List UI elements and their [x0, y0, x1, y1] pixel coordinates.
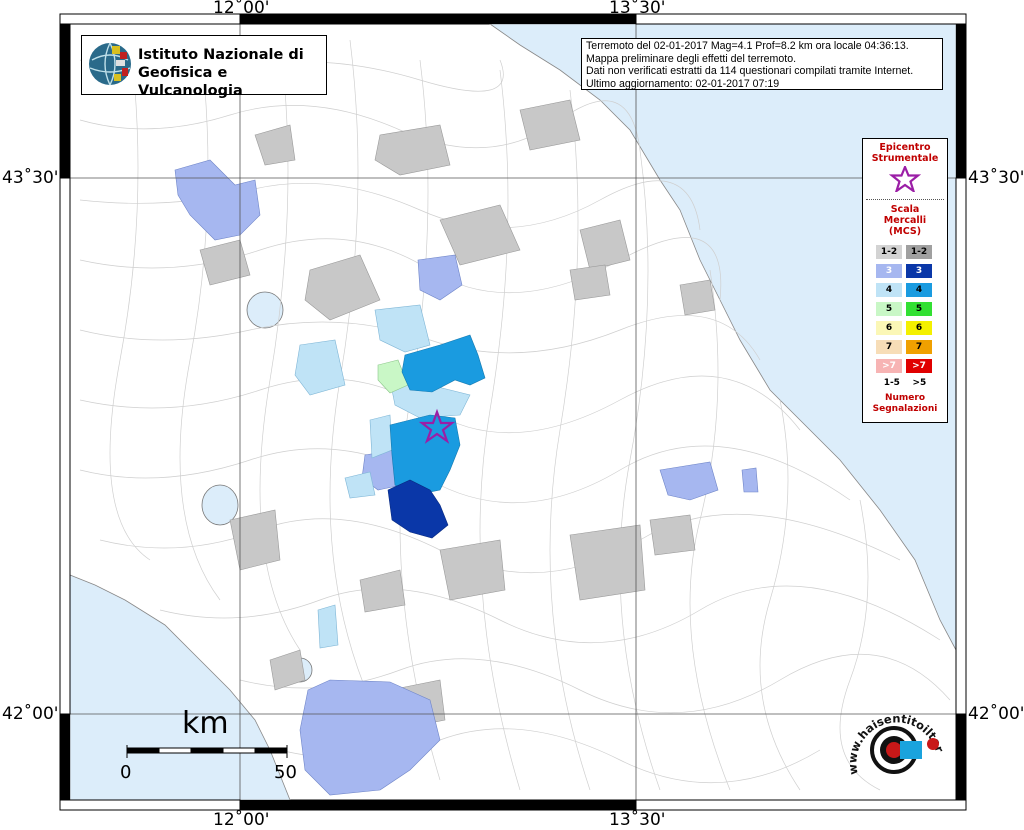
coordinate-grid [70, 24, 956, 800]
lake-bolsena [201, 484, 239, 526]
legend-swatch-high-count: 7 [906, 340, 932, 354]
lat-label-left-2: 42˚00' [2, 704, 59, 724]
lon-label-bottom-1: 12˚00' [213, 810, 270, 830]
scale-unit: km [182, 706, 229, 741]
ingv-name-line2: Geofisica e Vulcanologia [138, 65, 243, 99]
lat-label-left-1: 43˚30' [2, 168, 59, 188]
intensity-3-dark [387, 479, 449, 539]
legend-numero: Numero [884, 393, 926, 403]
info-line-2: Mappa preliminare degli effetti del terr… [586, 52, 797, 65]
earthquake-info-box: Terremoto del 02-01-2017 Mag=4.1 Prof=8.… [581, 38, 943, 90]
scale-max: 50 [274, 762, 297, 783]
info-line-3: Dati non verificati estratti da 114 ques… [586, 65, 914, 78]
legend-row: >7 >7 [876, 359, 936, 373]
scale-min: 0 [120, 762, 132, 783]
legend-swatch-low-count: 1-2 [876, 245, 902, 259]
legend-swatch-low-count: 5 [876, 302, 902, 316]
legend-scala-2: Mercalli [883, 215, 927, 226]
legend-swatch-high-count: 5 [906, 302, 932, 316]
legend-swatch-high-count: 4 [906, 283, 932, 297]
epicenter-star [418, 408, 456, 444]
legend-count-right: >5 [912, 378, 927, 388]
lat-label-right-2: 42˚00' [968, 704, 1024, 724]
lake-trasimeno [246, 291, 284, 329]
legend-swatch-low-count: 4 [876, 283, 902, 297]
legend-swatch-high-count: >7 [906, 359, 932, 373]
legend-count-left: 1-5 [883, 378, 900, 388]
intensity-legend: Epicentro Strumentale Scala Mercalli (MC… [862, 138, 948, 423]
info-line-1: Terremoto del 02-01-2017 Mag=4.1 Prof=8.… [586, 40, 909, 52]
legend-epicentro-2: Strumentale [871, 153, 939, 164]
legend-separator [866, 199, 944, 200]
legend-epicentro-1: Epicentro [879, 142, 931, 153]
legend-row: 1-2 1-2 [876, 245, 936, 259]
intensity-5-light [377, 359, 409, 394]
ingv-header: Istituto Nazionale di Geofisica e Vulcan… [81, 35, 327, 99]
adriatic-sea [488, 23, 957, 651]
legend-star-icon [888, 164, 922, 194]
lon-label-bottom-2: 13˚30' [609, 810, 666, 830]
legend-swatch-high-count: 3 [906, 264, 932, 278]
intensity-3-light [174, 159, 759, 796]
info-line-4: Ultimo aggiornamento: 02-01-2017 07:19 [586, 77, 780, 90]
lat-label-right-1: 43˚30' [968, 168, 1024, 188]
ingv-name-line1: Istituto Nazionale di [138, 47, 304, 63]
intensity-4-dark [389, 334, 486, 496]
lon-label-top-1: 12˚00' [213, 0, 270, 18]
legend-swatch-low-count: 7 [876, 340, 902, 354]
legend-swatch-low-count: >7 [876, 359, 902, 373]
legend-segnalazioni: Segnalazioni [872, 404, 938, 414]
map-frame-checker [59, 13, 967, 811]
ingv-globe-icon [89, 42, 131, 86]
legend-swatch-high-count: 1-2 [906, 245, 932, 259]
legend-swatch-low-count: 6 [876, 321, 902, 335]
haisentito-watermark: www.haisentitoilterremoto.it [838, 692, 947, 776]
legend-swatch-low-count: 3 [876, 264, 902, 278]
legend-scala-3: (MCS) [888, 226, 922, 237]
scale-bar [126, 745, 288, 758]
legend-count-labels: 1-5 >5 [863, 378, 947, 388]
legend-scala-1: Scala [890, 204, 920, 215]
lon-label-top-2: 13˚30' [609, 0, 666, 18]
legend-swatch-high-count: 6 [906, 321, 932, 335]
